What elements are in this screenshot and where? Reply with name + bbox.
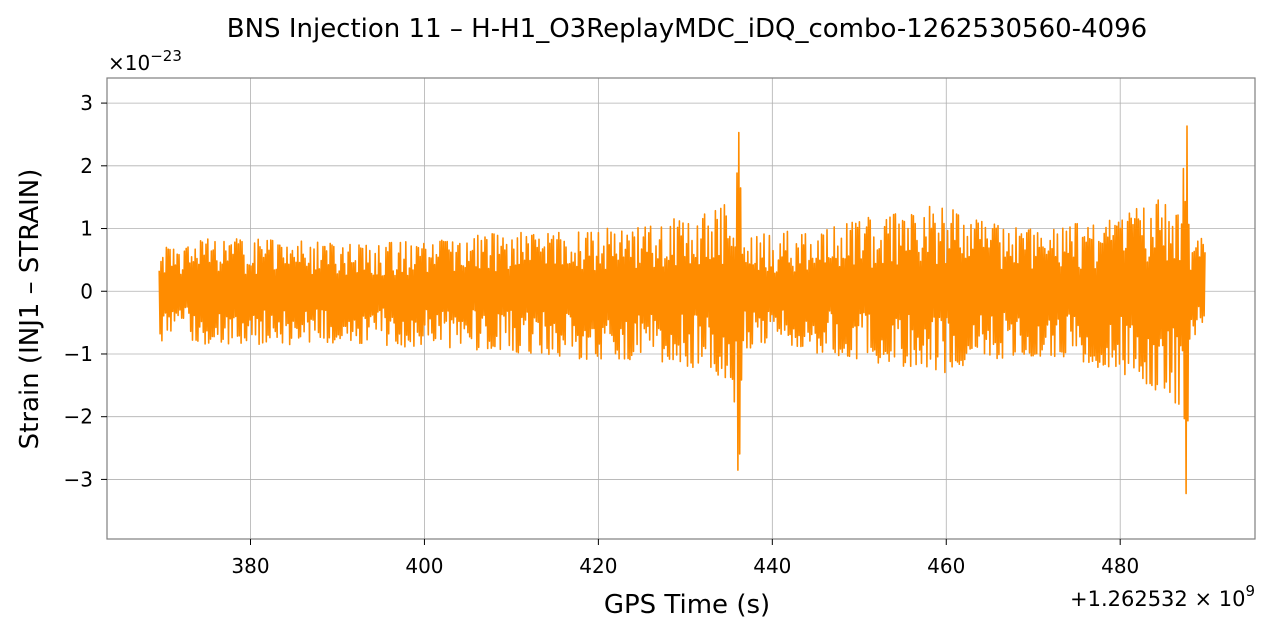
- y-tick-label: 3: [80, 91, 93, 115]
- y-tick-label: 1: [80, 217, 93, 241]
- x-tick-label: 380: [231, 554, 269, 578]
- x-tick-label: 460: [927, 554, 965, 578]
- x-tick-label: 420: [579, 554, 617, 578]
- x-offset-exponent: 9: [1245, 582, 1255, 600]
- axis-ticks: 380 400 420 440 460 480 −3 −2 −1 0 1 2 3: [64, 91, 1140, 578]
- y-multiplier-base: ×10: [108, 51, 150, 75]
- y-axis-label: Strain (INJ1 – STRAIN): [15, 169, 45, 450]
- x-offset-base: +1.262532 × 10: [1070, 587, 1245, 611]
- x-axis-label: GPS Time (s): [604, 590, 770, 620]
- x-tick-label: 400: [405, 554, 443, 578]
- y-multiplier: ×10−23: [108, 47, 182, 75]
- chart-title: BNS Injection 11 – H-H1_O3ReplayMDC_iDQ_…: [227, 14, 1147, 44]
- x-tick-label: 480: [1101, 554, 1139, 578]
- y-tick-label: 2: [80, 154, 93, 178]
- plot-frame: [106, 77, 1256, 540]
- x-tick-label: 440: [753, 554, 791, 578]
- y-tick-label: 0: [80, 279, 93, 303]
- strain-series-line: [158, 125, 1206, 495]
- y-tick-label: −3: [64, 467, 93, 491]
- x-offset-label: +1.262532 × 109: [1070, 582, 1255, 611]
- y-tick-label: −2: [64, 405, 93, 429]
- y-tick-label: −1: [64, 342, 93, 366]
- y-multiplier-exponent: −23: [150, 47, 182, 65]
